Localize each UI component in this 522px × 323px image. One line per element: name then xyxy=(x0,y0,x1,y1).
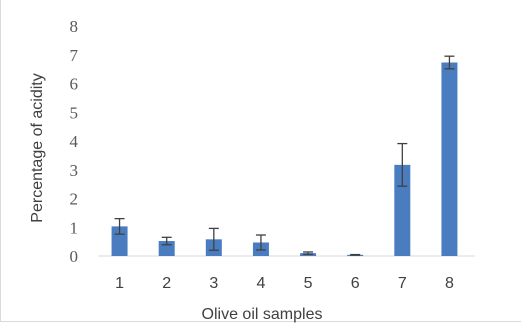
error-bar-sample-5 xyxy=(303,251,314,255)
x-tick-label: 8 xyxy=(445,275,454,292)
error-bar-sample-4 xyxy=(255,234,266,251)
x-tick-label: 4 xyxy=(256,275,265,292)
y-tick-label: 8 xyxy=(70,17,79,36)
x-tick-label: 5 xyxy=(304,275,313,292)
bars xyxy=(111,62,458,257)
error-bar-sample-6 xyxy=(350,253,361,256)
y-tick-labels: 0 1 2 3 4 5 6 7 8 xyxy=(70,17,79,266)
bar-sample-7 xyxy=(394,164,411,256)
error-bar-sample-2 xyxy=(161,236,172,246)
x-tick-label: 1 xyxy=(115,275,124,292)
y-tick-label: 4 xyxy=(70,132,79,151)
y-tick-label: 2 xyxy=(70,190,79,209)
y-tick-label: 1 xyxy=(70,218,79,237)
x-tick-label: 7 xyxy=(398,275,407,292)
error-bars xyxy=(114,55,455,256)
x-tick-label: 6 xyxy=(351,275,360,292)
x-tick-label: 2 xyxy=(162,275,171,292)
error-bar-sample-8 xyxy=(444,55,455,70)
y-tick-label: 6 xyxy=(70,75,79,94)
y-tick-label: 5 xyxy=(70,103,79,122)
y-axis-title: Percentage of acidity xyxy=(29,73,46,222)
x-tick-labels: 1 2 3 4 5 6 7 8 xyxy=(115,275,454,292)
error-bar-sample-3 xyxy=(208,227,219,251)
y-tick-label: 0 xyxy=(70,247,79,266)
y-tick-label: 7 xyxy=(70,46,79,65)
x-tick-label: 3 xyxy=(209,275,218,292)
bar-sample-8 xyxy=(441,62,458,257)
error-bar-sample-1 xyxy=(114,217,125,235)
x-axis-title: Olive oil samples xyxy=(202,306,323,323)
error-bar-sample-7 xyxy=(397,142,408,187)
y-tick-label: 3 xyxy=(70,161,79,180)
